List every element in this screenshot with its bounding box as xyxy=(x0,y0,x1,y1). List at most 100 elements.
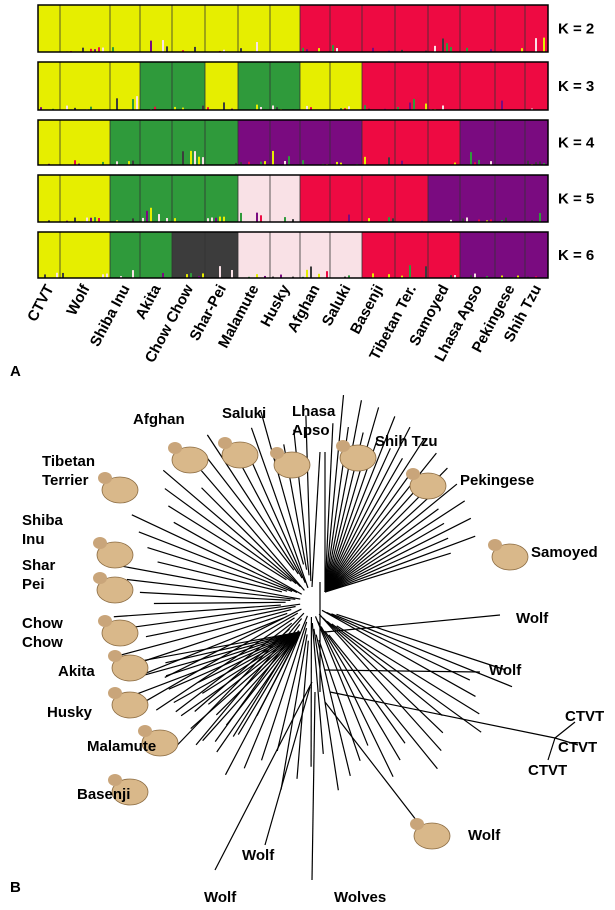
branch xyxy=(164,488,292,582)
admixture xyxy=(132,218,134,222)
dog-illustration xyxy=(93,537,134,569)
admixture xyxy=(90,48,92,52)
branch xyxy=(311,691,316,881)
ancestry-block xyxy=(460,5,495,52)
branch xyxy=(280,634,308,790)
dog-body xyxy=(96,576,134,604)
branch xyxy=(329,691,556,739)
ancestry-block xyxy=(60,120,110,165)
admixture xyxy=(486,220,488,222)
dog-body xyxy=(101,476,139,504)
ancestry-block xyxy=(205,232,238,278)
ancestry-block xyxy=(525,120,548,165)
breed-label: Shiba Inu xyxy=(87,282,134,350)
admixture xyxy=(202,105,204,110)
ancestry-block xyxy=(525,62,548,110)
admixture xyxy=(231,269,233,278)
admixture xyxy=(450,219,452,222)
dog-head xyxy=(98,472,112,484)
branch xyxy=(260,621,308,761)
taxon-label: Wolf xyxy=(468,827,501,844)
admixture xyxy=(150,40,152,52)
admixture xyxy=(186,274,188,278)
admixture xyxy=(535,276,537,278)
admixture xyxy=(132,270,134,278)
admixture xyxy=(219,216,221,222)
admixture xyxy=(40,107,42,110)
admixture xyxy=(372,47,374,52)
ancestry-block xyxy=(495,232,525,278)
branch xyxy=(165,631,301,677)
admixture xyxy=(401,49,403,52)
branch xyxy=(324,469,414,593)
admixture xyxy=(306,49,308,52)
admixture xyxy=(116,98,118,110)
admixture xyxy=(48,220,50,222)
dog-illustration xyxy=(108,687,149,719)
dog-illustration xyxy=(138,725,179,757)
branch xyxy=(324,614,501,633)
taxon-label: Basenji xyxy=(77,786,130,803)
admixture xyxy=(207,107,209,110)
admixture xyxy=(486,276,488,278)
branch xyxy=(324,630,406,744)
admixture xyxy=(276,107,278,110)
admixture xyxy=(82,47,84,52)
ancestry-block xyxy=(110,175,140,222)
dog-head xyxy=(336,440,350,452)
admixture xyxy=(535,38,537,52)
taxon-label: Husky xyxy=(47,704,93,721)
admixture xyxy=(326,271,328,278)
admixture xyxy=(466,217,468,222)
admixture xyxy=(442,105,444,110)
ancestry-block xyxy=(495,62,525,110)
dog-head xyxy=(93,572,107,584)
ancestry-block xyxy=(362,120,395,165)
branch xyxy=(243,615,308,769)
admixture xyxy=(292,219,294,222)
branch xyxy=(317,621,394,778)
admixture xyxy=(466,47,468,52)
branch xyxy=(331,623,482,733)
ancestry-block xyxy=(362,62,395,110)
admixture xyxy=(166,218,168,222)
admixture xyxy=(102,274,104,278)
admixture xyxy=(240,162,242,165)
admixture xyxy=(98,218,100,222)
branch xyxy=(198,631,301,683)
branch xyxy=(547,737,556,761)
admixture xyxy=(98,47,100,52)
admixture xyxy=(74,160,76,165)
admixture xyxy=(66,105,68,110)
admixture xyxy=(318,48,320,52)
admixture xyxy=(202,157,204,165)
admixture xyxy=(240,212,242,222)
dog-illustration xyxy=(108,774,149,806)
branch xyxy=(153,601,286,605)
admixture xyxy=(90,106,92,110)
branch xyxy=(324,439,425,593)
admixture xyxy=(198,156,200,165)
admixture xyxy=(348,214,350,222)
admixture xyxy=(106,273,108,278)
admixture xyxy=(409,102,411,110)
branch xyxy=(324,426,411,593)
ancestry-block xyxy=(238,175,270,222)
admixture xyxy=(215,217,217,222)
admixture xyxy=(450,47,452,52)
admixture xyxy=(302,47,304,52)
branch xyxy=(324,416,396,593)
branch xyxy=(324,483,458,593)
ctvt-label: CTVT xyxy=(528,762,567,779)
branch xyxy=(190,631,301,729)
branch xyxy=(200,470,305,591)
ancestry-block xyxy=(238,62,270,110)
admixture xyxy=(284,217,286,222)
structure-row xyxy=(37,174,549,223)
admixture xyxy=(425,266,427,278)
dog-body xyxy=(101,619,139,647)
k-label: K = 5 xyxy=(558,191,594,208)
branch xyxy=(168,505,287,581)
branch xyxy=(326,611,471,681)
ancestry-block xyxy=(172,120,205,165)
